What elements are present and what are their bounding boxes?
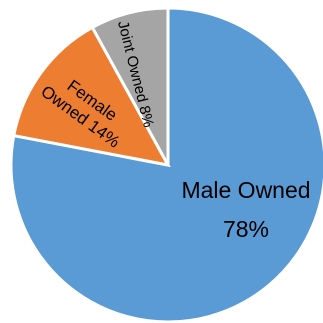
pie-slice-female-owned — [12, 25, 171, 168]
data-label-male-owned: Male Owned 78% — [181, 177, 310, 242]
pie-slice-joint-owned — [90, 6, 170, 166]
data-label-male-owned-name: Male Owned — [181, 177, 310, 203]
pie-slices — [9, 6, 323, 323]
data-label-male-owned-percent: 78% — [223, 216, 269, 242]
